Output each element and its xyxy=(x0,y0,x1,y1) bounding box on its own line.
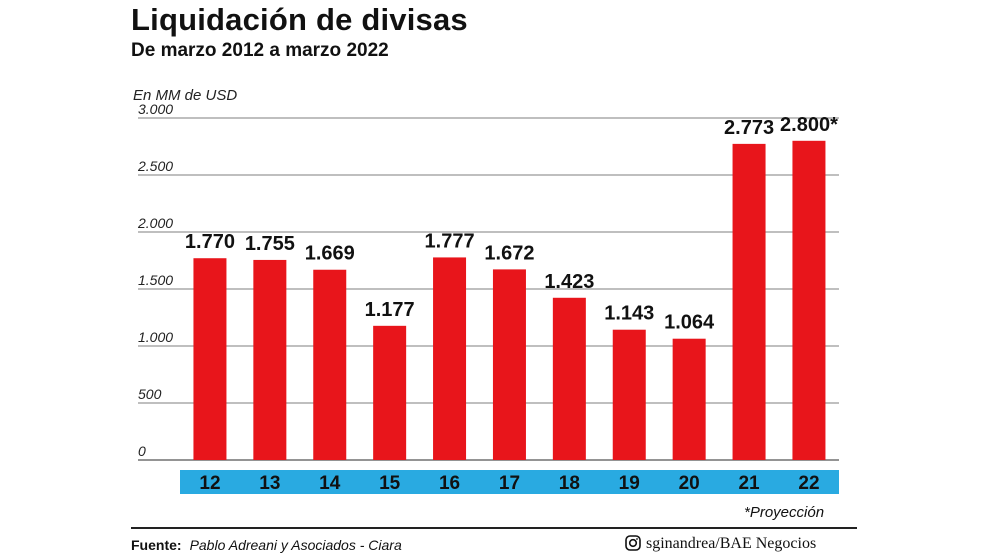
y-tick-label: 1.000 xyxy=(138,329,173,345)
x-tick-label: 22 xyxy=(798,473,819,494)
x-tick-label: 12 xyxy=(199,473,220,494)
y-tick-label: 1.500 xyxy=(138,272,173,288)
credit-line: sginandrea/BAE Negocios xyxy=(625,535,816,553)
y-tick-label: 0 xyxy=(138,443,146,459)
value-label: 1.669 xyxy=(305,243,355,265)
x-axis-band xyxy=(180,470,839,494)
bars xyxy=(193,140,826,461)
source-text: Pablo Adreani y Asociados - Ciara xyxy=(189,537,402,553)
value-label: 1.770 xyxy=(185,231,235,253)
source-line: Fuente: Pablo Adreani y Asociados - Ciara xyxy=(131,537,402,553)
value-label: 2.800* xyxy=(780,114,838,136)
y-tick-label: 500 xyxy=(138,386,162,402)
bar xyxy=(732,143,766,461)
y-tick-label: 2.000 xyxy=(137,215,173,231)
value-label: 2.773 xyxy=(724,117,774,139)
x-tick-label: 19 xyxy=(619,473,640,494)
x-tick-label: 17 xyxy=(499,473,520,494)
y-tick-label: 2.500 xyxy=(137,158,173,174)
instagram-icon xyxy=(625,535,641,551)
bar xyxy=(253,259,287,460)
x-tick-label: 16 xyxy=(439,473,460,494)
value-labels: 1.770 1.755 1.669 1.177 1.777 1.672 1.423 1.143… xyxy=(185,114,838,334)
bar xyxy=(433,257,467,460)
value-label: 1.423 xyxy=(544,271,594,293)
x-tick-label: 13 xyxy=(259,473,280,494)
chart-subtitle: De marzo 2012 a marzo 2022 xyxy=(131,40,389,61)
x-axis-ticks: 12 13 14 15 16 17 18 19 20 21 22 xyxy=(199,473,819,494)
x-tick-label: 18 xyxy=(559,473,580,494)
value-label: 1.177 xyxy=(365,299,415,321)
value-label: 1.143 xyxy=(604,303,654,325)
chart-title: Liquidación de divisas xyxy=(131,2,468,37)
value-label: 1.064 xyxy=(664,312,715,334)
bar xyxy=(313,269,347,460)
x-tick-label: 21 xyxy=(738,473,760,494)
bar xyxy=(373,325,407,460)
x-tick-label: 14 xyxy=(319,473,341,494)
bar xyxy=(552,297,586,460)
y-tick-label: 3.000 xyxy=(138,101,173,117)
source-label: Fuente: xyxy=(131,537,182,553)
value-label: 1.777 xyxy=(425,230,475,252)
bar xyxy=(492,269,526,460)
bar xyxy=(193,258,227,460)
value-label: 1.755 xyxy=(245,233,295,255)
bar xyxy=(792,140,826,461)
projection-footnote: *Proyección xyxy=(744,504,825,521)
credit-text: sginandrea/BAE Negocios xyxy=(646,535,817,552)
value-label: 1.672 xyxy=(484,242,534,264)
bar xyxy=(612,329,646,460)
y-axis-unit-label: En MM de USD xyxy=(133,87,238,104)
x-tick-label: 20 xyxy=(679,473,700,494)
y-axis-ticks: 0 500 1.000 1.500 2.000 2.500 3.000 xyxy=(137,101,173,459)
x-tick-label: 15 xyxy=(379,473,401,494)
footer-divider xyxy=(131,527,857,529)
bar xyxy=(672,338,706,460)
